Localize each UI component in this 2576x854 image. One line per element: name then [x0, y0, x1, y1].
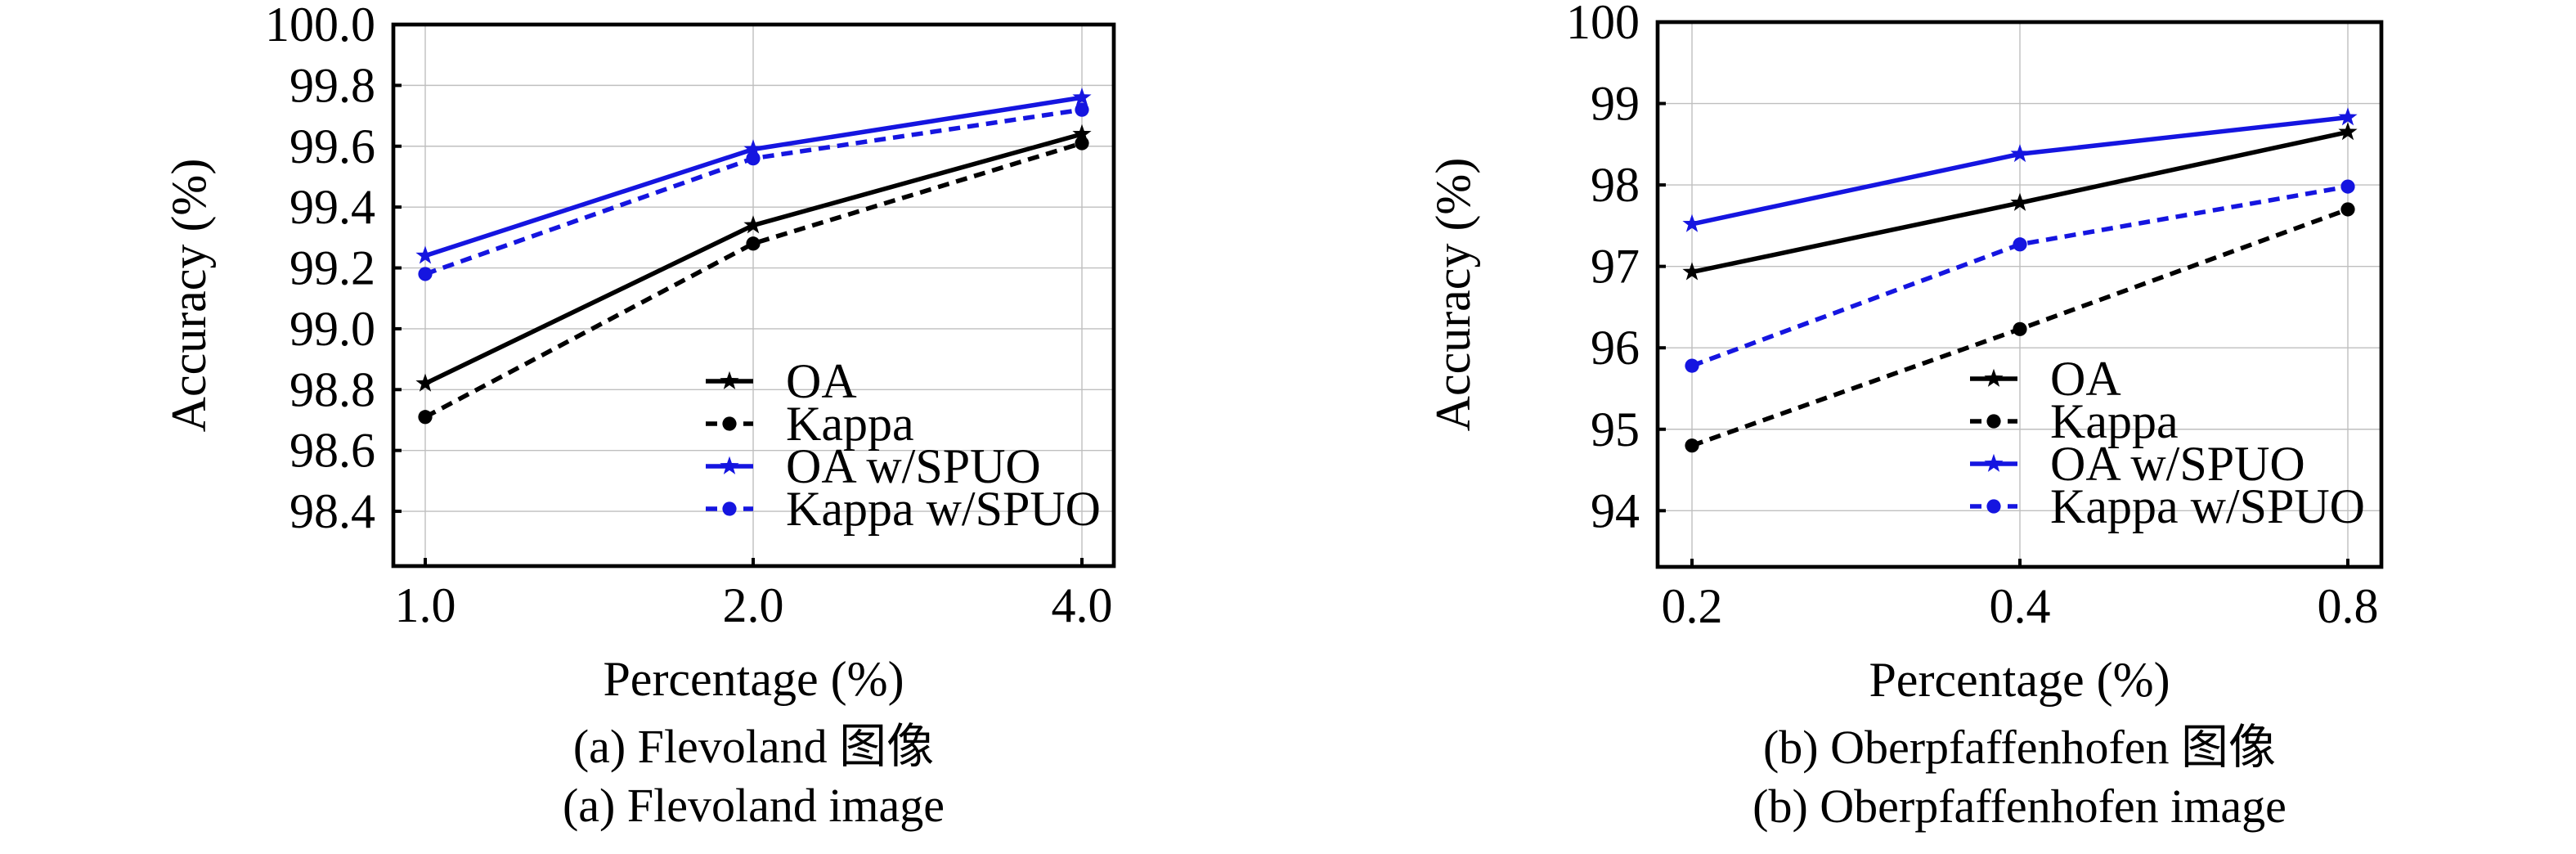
svg-text:99.8: 99.8	[289, 58, 375, 112]
svg-text:100.0: 100.0	[265, 0, 375, 52]
svg-text:99.0: 99.0	[289, 302, 375, 356]
svg-text:(a) Flevoland 图像: (a) Flevoland 图像	[573, 720, 934, 773]
svg-text:Kappa w/SPUO: Kappa w/SPUO	[2050, 479, 2365, 533]
svg-text:99.4: 99.4	[289, 180, 375, 234]
svg-text:99.2: 99.2	[289, 241, 375, 295]
svg-text:(a) Flevoland image: (a) Flevoland image	[563, 779, 945, 832]
svg-text:100: 100	[1566, 0, 1640, 49]
svg-text:98.8: 98.8	[289, 362, 375, 416]
svg-text:96: 96	[1591, 321, 1640, 375]
svg-text:95: 95	[1591, 402, 1640, 456]
svg-text:98.6: 98.6	[289, 424, 375, 478]
svg-text:Percentage (%): Percentage (%)	[1869, 653, 2170, 707]
svg-text:0.8: 0.8	[2318, 579, 2379, 633]
svg-text:Percentage (%): Percentage (%)	[603, 652, 904, 706]
svg-text:97: 97	[1591, 240, 1640, 294]
svg-text:(b) Oberpfaffenhofen image: (b) Oberpfaffenhofen image	[1752, 780, 2287, 833]
svg-text:(b) Oberpfaffenhofen 图像: (b) Oberpfaffenhofen 图像	[1763, 721, 2276, 774]
svg-text:1.0: 1.0	[395, 578, 456, 632]
svg-text:99: 99	[1591, 77, 1640, 131]
svg-text:2.0: 2.0	[723, 578, 784, 632]
svg-text:94: 94	[1591, 483, 1640, 537]
svg-text:98.4: 98.4	[289, 484, 375, 538]
svg-text:4.0: 4.0	[1052, 578, 1113, 632]
svg-text:99.6: 99.6	[289, 119, 375, 173]
svg-text:98: 98	[1591, 158, 1640, 212]
svg-text:Accuracy (%): Accuracy (%)	[162, 159, 216, 433]
svg-text:0.4: 0.4	[1990, 579, 2051, 633]
svg-text:0.2: 0.2	[1662, 579, 1723, 633]
svg-text:Kappa w/SPUO: Kappa w/SPUO	[786, 482, 1101, 536]
svg-text:Accuracy (%): Accuracy (%)	[1426, 158, 1480, 432]
